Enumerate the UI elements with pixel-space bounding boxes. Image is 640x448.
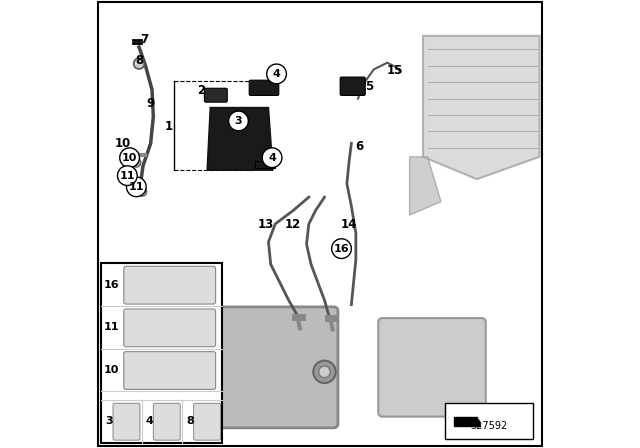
Text: 11: 11 [104, 323, 119, 332]
Text: 3: 3 [235, 116, 243, 126]
FancyBboxPatch shape [113, 403, 140, 440]
FancyBboxPatch shape [154, 403, 180, 440]
Text: 10: 10 [115, 137, 131, 150]
Circle shape [267, 64, 287, 84]
Polygon shape [423, 36, 540, 179]
Circle shape [132, 158, 141, 167]
FancyBboxPatch shape [249, 80, 279, 95]
Text: 13: 13 [257, 218, 273, 232]
Text: 12: 12 [285, 218, 301, 232]
Text: 4: 4 [273, 69, 280, 79]
Circle shape [332, 239, 351, 258]
Text: 15: 15 [387, 64, 403, 78]
Circle shape [120, 148, 140, 168]
FancyBboxPatch shape [378, 318, 486, 417]
FancyBboxPatch shape [194, 403, 221, 440]
FancyBboxPatch shape [124, 266, 216, 304]
Text: 8: 8 [186, 416, 194, 426]
Text: 8: 8 [135, 53, 143, 67]
Circle shape [228, 111, 248, 131]
Text: 3: 3 [106, 416, 113, 426]
FancyBboxPatch shape [124, 352, 216, 389]
Circle shape [262, 148, 282, 168]
Polygon shape [255, 161, 275, 168]
FancyBboxPatch shape [204, 88, 227, 102]
Text: 4: 4 [146, 416, 154, 426]
Text: 1: 1 [165, 120, 173, 133]
Circle shape [138, 187, 147, 196]
Text: 6: 6 [355, 140, 364, 154]
Text: 14: 14 [341, 218, 357, 232]
Text: 7: 7 [140, 33, 148, 46]
Circle shape [118, 166, 137, 185]
Text: 16: 16 [333, 244, 349, 254]
Text: 9: 9 [147, 97, 155, 111]
Bar [101, 263, 222, 443]
FancyBboxPatch shape [124, 309, 216, 347]
Circle shape [134, 58, 145, 69]
Text: 11: 11 [129, 182, 144, 192]
Text: 5: 5 [365, 79, 373, 93]
Text: 16: 16 [104, 280, 119, 290]
Text: 327592: 327592 [470, 421, 508, 431]
Text: 10: 10 [122, 153, 138, 163]
Circle shape [319, 366, 330, 378]
Polygon shape [454, 417, 477, 426]
Bar [445, 403, 533, 439]
Text: 4: 4 [268, 153, 276, 163]
Text: 11: 11 [120, 171, 135, 181]
Circle shape [314, 361, 336, 383]
Polygon shape [410, 157, 441, 215]
Text: 2: 2 [197, 84, 205, 97]
Text: 10: 10 [104, 365, 119, 375]
Circle shape [202, 366, 214, 378]
FancyBboxPatch shape [340, 77, 365, 95]
Polygon shape [207, 108, 273, 170]
Circle shape [197, 361, 219, 383]
FancyBboxPatch shape [195, 307, 338, 428]
Circle shape [127, 177, 146, 197]
